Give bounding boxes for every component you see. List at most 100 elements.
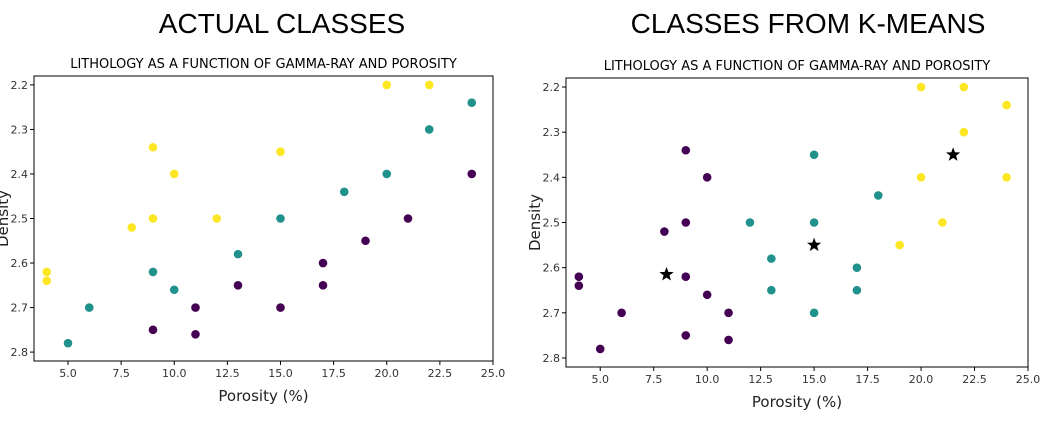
- plot-frame: [565, 77, 1029, 368]
- scatter-point: [191, 303, 200, 312]
- scatter-point: [702, 290, 712, 300]
- scatter-point: [424, 125, 434, 134]
- x-axis-label: Porosity (%): [218, 387, 308, 405]
- scatter-point: [809, 218, 819, 227]
- y-tick-label: 2.6: [543, 262, 561, 275]
- y-tick-label: 2.7: [11, 302, 29, 315]
- chart-right: LITHOLOGY AS A FUNCTION OF GAMMA-RAY AND…: [526, 59, 1040, 411]
- scatter-point: [403, 214, 413, 223]
- chart-subtitle: LITHOLOGY AS A FUNCTION OF GAMMA-RAY AND…: [70, 57, 457, 72]
- y-axis-label: Density: [526, 194, 544, 251]
- chart-subtitle: LITHOLOGY AS A FUNCTION OF GAMMA-RAY AND…: [604, 59, 991, 74]
- scatter-point: [681, 145, 691, 155]
- y-tick-label: 2.6: [11, 257, 29, 270]
- scatter-point: [809, 308, 819, 318]
- y-tick-label: 2.4: [11, 168, 29, 181]
- x-tick-label: 20.0: [375, 367, 400, 380]
- scatter-point: [339, 187, 349, 197]
- scatter-point: [873, 191, 883, 200]
- scatter-point: [361, 236, 370, 246]
- x-tick-label: 25.0: [1016, 373, 1041, 386]
- scatter-point: [276, 214, 285, 223]
- heading-actual-classes: ACTUAL CLASSES: [158, 8, 406, 39]
- scatter-point: [724, 308, 733, 318]
- x-tick-label: 5.0: [591, 373, 609, 386]
- x-tick-label: 10.0: [162, 367, 187, 380]
- scatter-point: [959, 127, 969, 137]
- scatter-point: [1002, 100, 1011, 110]
- plot-frame: [33, 75, 494, 362]
- scatter-point: [318, 280, 328, 290]
- scatter-point: [574, 281, 584, 291]
- x-tick-label: 7.5: [645, 373, 663, 386]
- y-tick-label: 2.8: [543, 352, 561, 365]
- y-tick-label: 2.4: [543, 171, 561, 184]
- scatter-point: [42, 276, 52, 286]
- x-tick-label: 5.0: [59, 367, 77, 380]
- x-tick-label: 17.5: [321, 367, 346, 380]
- chart-left: LITHOLOGY AS A FUNCTION OF GAMMA-RAY AND…: [0, 57, 505, 405]
- scatter-point: [318, 258, 328, 268]
- scatter-point: [63, 338, 73, 348]
- x-axis-label: Porosity (%): [752, 393, 842, 411]
- scatter-point: [916, 82, 926, 92]
- scatter-point: [767, 285, 776, 295]
- centroid-star: [946, 147, 961, 161]
- scatter-point: [938, 218, 947, 227]
- x-tick-label: 12.5: [748, 373, 773, 386]
- scatter-point: [127, 223, 137, 232]
- scatter-point: [148, 142, 158, 152]
- scatter-point: [595, 344, 605, 354]
- y-tick-label: 2.5: [11, 213, 29, 226]
- x-tick-label: 15.0: [802, 373, 827, 386]
- scatter-point: [148, 325, 158, 335]
- scatter-point: [1002, 173, 1011, 182]
- scatter-point: [852, 263, 862, 272]
- scatter-point: [148, 267, 158, 277]
- scatter-point: [574, 272, 584, 281]
- scatter-point: [212, 214, 222, 223]
- centroid-star: [659, 266, 674, 281]
- scatter-point: [169, 169, 179, 179]
- scatter-point: [617, 308, 626, 318]
- scatter-point: [916, 173, 926, 182]
- x-tick-label: 12.5: [215, 367, 240, 380]
- scatter-point: [382, 80, 392, 90]
- scatter-point: [382, 169, 392, 179]
- centroid-star: [806, 237, 822, 252]
- scatter-point: [852, 285, 862, 295]
- scatter-point: [467, 98, 477, 108]
- scatter-point: [702, 173, 712, 182]
- scatter-point: [233, 249, 243, 259]
- y-axis-label: Density: [0, 190, 12, 247]
- scatter-point: [276, 147, 285, 157]
- scatter-point: [148, 214, 158, 223]
- x-tick-label: 25.0: [481, 367, 506, 380]
- scatter-point: [424, 80, 434, 90]
- scatter-point: [724, 335, 733, 345]
- scatter-point: [276, 303, 285, 312]
- y-tick-label: 2.8: [11, 346, 29, 359]
- x-tick-label: 22.5: [962, 373, 987, 386]
- y-tick-label: 2.2: [11, 79, 29, 92]
- y-tick-label: 2.3: [543, 126, 561, 139]
- scatter-point: [809, 150, 819, 160]
- scatter-point: [467, 169, 477, 179]
- scatter-point: [681, 331, 691, 340]
- scatter-point: [233, 280, 243, 290]
- scatter-point: [169, 285, 179, 295]
- scatter-point: [681, 218, 691, 227]
- scatter-point: [681, 272, 691, 281]
- scatter-point: [42, 267, 52, 277]
- y-tick-label: 2.5: [543, 217, 561, 230]
- x-tick-label: 22.5: [428, 367, 453, 380]
- scatter-point: [959, 82, 969, 92]
- scatter-point: [767, 254, 776, 263]
- scatter-point: [895, 240, 904, 250]
- x-tick-label: 15.0: [268, 367, 293, 380]
- y-tick-label: 2.2: [543, 81, 561, 94]
- scatter-point: [745, 218, 755, 227]
- x-tick-label: 17.5: [855, 373, 880, 386]
- heading-kmeans-classes: CLASSES FROM K-MEANS: [630, 8, 986, 39]
